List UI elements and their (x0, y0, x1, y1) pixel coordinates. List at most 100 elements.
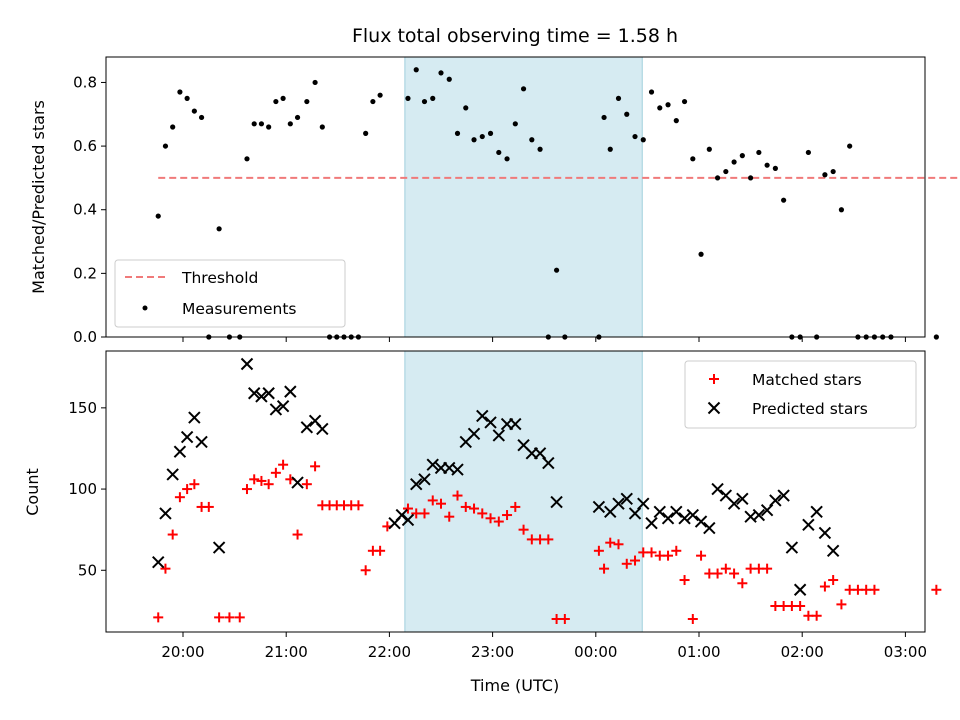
measurement-point (244, 156, 250, 162)
measurement-point (706, 146, 712, 152)
predicted-star-point (542, 456, 555, 470)
predicted-star-point (276, 400, 290, 413)
top-panel: 0.0 0.2 0.4 0.6 0.8 Flux total observing tim… (29, 25, 960, 346)
measurement-point (446, 76, 452, 82)
predicted-star-point (509, 417, 522, 431)
measurement-point (607, 146, 613, 152)
measurement-point (319, 124, 325, 130)
matched-star-point (360, 565, 371, 576)
measurement-point (184, 95, 190, 101)
predicted-star-point (451, 463, 464, 476)
predicted-star-point (284, 385, 297, 398)
measurement-point (251, 121, 257, 127)
predicted-star-point (550, 495, 563, 509)
bottom-y-tick-label: 100 (68, 480, 97, 498)
measurement-point (280, 95, 286, 101)
matched-star-point (189, 479, 200, 490)
predicted-legend-label: Predicted stars (752, 400, 868, 418)
predicted-star-point (760, 503, 774, 517)
matched-star-point (301, 479, 312, 490)
measurement-point (781, 197, 787, 203)
matched-star-point (214, 612, 225, 623)
predicted-star-point (401, 513, 415, 527)
matched-star-point (671, 545, 682, 556)
top-y-tick-label: 0.6 (73, 137, 97, 155)
matched-star-point (427, 495, 438, 506)
measurement-point (496, 149, 502, 156)
bottom-legend-box (684, 360, 917, 429)
measurement-point (731, 159, 737, 165)
predicted-star-point (159, 507, 172, 520)
matched-star-point (593, 545, 604, 556)
measurement-point (657, 105, 663, 111)
predicted-star-point (418, 473, 431, 486)
matched-star-point (310, 461, 321, 472)
predicted-star-point (467, 427, 481, 441)
matched-legend-label: Matched stars (752, 371, 862, 389)
measurement-point (764, 162, 770, 168)
predicted-star-point (645, 516, 658, 530)
matched-star-point (182, 484, 193, 495)
matched-star-point (737, 578, 748, 589)
matched-star-point (630, 555, 641, 566)
matched-star-point (167, 529, 178, 540)
matched-star-point (646, 547, 657, 558)
measurement-point (454, 130, 461, 136)
measurements-legend-label: Measurements (182, 300, 297, 318)
predicted-star-point (727, 497, 741, 510)
matched-star-point (263, 479, 274, 490)
threshold-legend-label: Threshold (181, 269, 258, 287)
x-tick-label: 03:00 (884, 643, 927, 661)
matched-star-point (720, 563, 731, 574)
matched-star-point (502, 510, 513, 521)
measurement-point (512, 121, 518, 127)
top-legend-box (114, 259, 346, 328)
predicted-star-point (653, 505, 666, 519)
matched-star-point (762, 563, 773, 574)
matched-star-point (828, 575, 839, 586)
predicted-star-point (240, 357, 254, 371)
matched-star-point (460, 501, 471, 512)
predicted-star-point (711, 482, 724, 496)
measurement-point (198, 114, 205, 121)
predicted-star-point (777, 489, 790, 502)
predicted-star-point (152, 555, 165, 569)
matched-legend-marker (709, 374, 719, 384)
matched-star-point (811, 610, 822, 621)
predicted-star-point (195, 435, 208, 449)
predicted-star-point (752, 508, 766, 522)
matched-star-point (621, 558, 632, 569)
top-y-tick-label: 0.0 (73, 328, 97, 346)
matched-star-point (375, 545, 386, 556)
matched-star-point (444, 511, 455, 522)
predicted-star-point (533, 447, 547, 460)
measurement-point (258, 121, 265, 127)
x-tick-label: 01:00 (677, 643, 720, 661)
predicted-star-point (628, 507, 642, 520)
measurement-point (805, 149, 811, 156)
predicted-legend-marker (707, 401, 721, 415)
measurement-point (363, 130, 369, 136)
matched-star-point (419, 508, 430, 519)
predicted-star-point (678, 512, 691, 525)
matched-star-point (485, 513, 496, 524)
predicted-star-point (620, 492, 633, 506)
predicted-star-point (255, 390, 268, 403)
matched-star-point (836, 599, 847, 610)
measurement-point (648, 89, 655, 95)
predicted-star-point (476, 409, 489, 423)
predicted-star-point (810, 505, 823, 519)
matched-star-point (452, 490, 463, 501)
measurement-point (624, 111, 630, 117)
matched-star-point (160, 563, 171, 574)
measurement-point (529, 137, 535, 143)
measurement-point (405, 95, 411, 101)
measurement-point (714, 175, 721, 181)
predicted-star-point (793, 583, 807, 596)
matched-star-point (679, 575, 690, 586)
predicted-star-point (291, 476, 304, 489)
predicted-star-point (180, 430, 194, 444)
predicted-star-point (769, 494, 782, 507)
matched-star-point (153, 612, 164, 623)
bottom-axes-frame (105, 350, 926, 633)
